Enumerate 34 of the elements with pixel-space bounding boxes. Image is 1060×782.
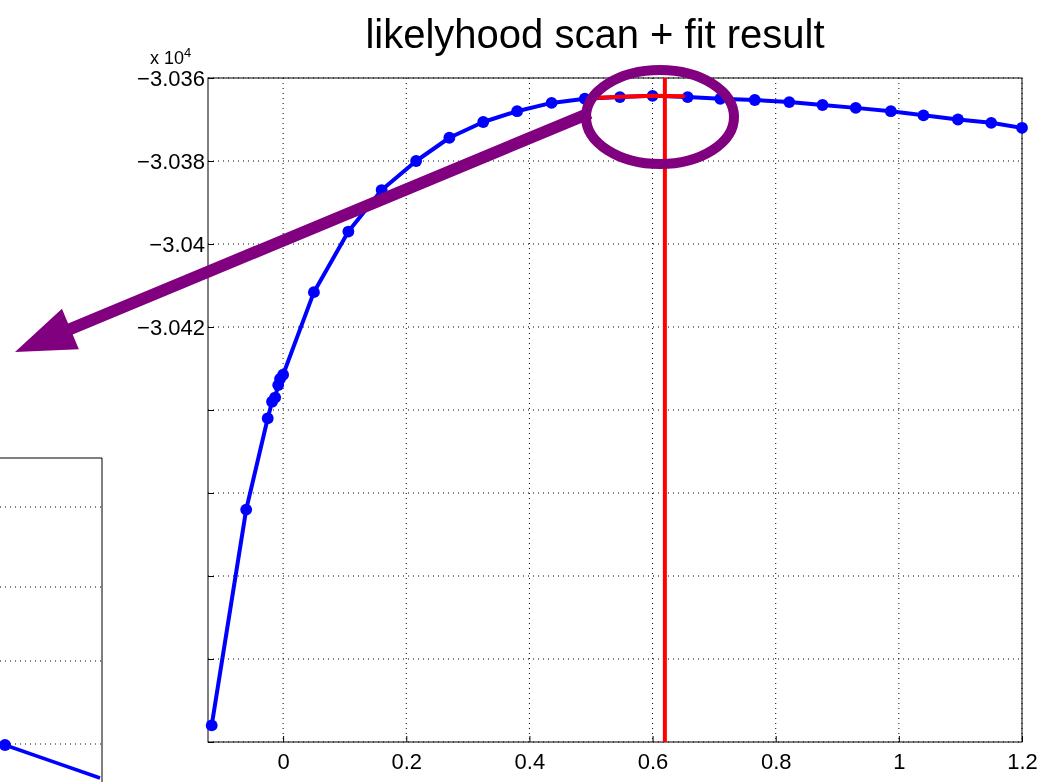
y-tick-label: −3.036	[137, 65, 205, 91]
text: x 10$^{4}$	[150, 44, 192, 68]
point	[477, 116, 490, 128]
x-tick-label: 0.4	[514, 749, 546, 775]
x-tick-label: 1.2	[1007, 749, 1038, 775]
point	[1016, 121, 1028, 134]
x-tick-label: 0.6	[637, 749, 669, 775]
point	[884, 105, 897, 118]
point	[342, 225, 355, 238]
x-tick-label: 1	[893, 749, 906, 775]
point	[985, 116, 998, 129]
point	[917, 109, 930, 122]
point	[277, 368, 290, 381]
y-tick-label: −3.04	[149, 231, 205, 257]
point	[783, 96, 796, 108]
point	[511, 105, 524, 118]
chart-title: likelyhood scan + fit result	[365, 12, 825, 56]
point	[240, 503, 253, 516]
point	[952, 113, 964, 126]
point	[816, 99, 829, 111]
x-tick-label: 0	[277, 749, 290, 775]
y-tick-label: −3.038	[137, 148, 205, 174]
point	[545, 96, 558, 109]
point	[269, 391, 282, 404]
y-tick-label: −3.042	[137, 314, 205, 340]
point	[410, 155, 423, 167]
x-tick-label: 0.8	[760, 749, 792, 775]
point	[849, 101, 862, 114]
point	[443, 131, 456, 144]
x-tick-label: 0.2	[391, 749, 423, 775]
point	[748, 94, 761, 106]
point	[205, 719, 218, 732]
point	[307, 286, 320, 299]
point	[261, 412, 274, 425]
